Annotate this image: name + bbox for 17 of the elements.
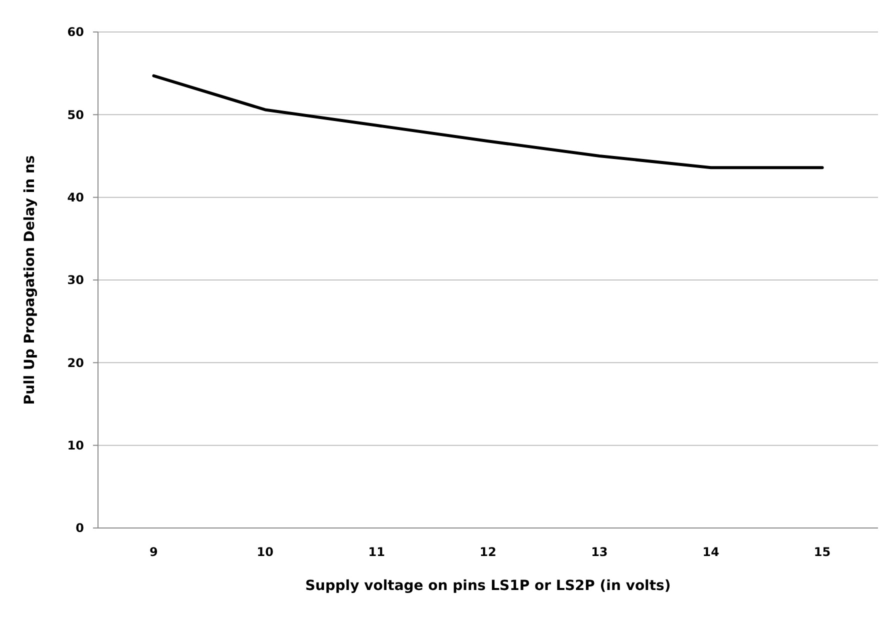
line-series	[152, 74, 824, 170]
x-tick-label: 14	[702, 545, 720, 559]
y-tick-label: 10	[67, 438, 84, 453]
y-tick-label: 20	[67, 356, 84, 370]
x-tick-label: 10	[256, 545, 274, 559]
y-tick-label: 60	[67, 25, 84, 40]
x-tick-label: 15	[814, 545, 831, 559]
y-tick-label: 0	[76, 521, 84, 536]
x-tick-label: 9	[150, 545, 158, 559]
x-tick-label: 12	[480, 545, 496, 559]
y-tick-label: 30	[67, 273, 84, 288]
x-tick-label: 11	[368, 545, 385, 559]
y-tick-label: 50	[67, 108, 84, 122]
x-axis-title: Supply voltage on pins LS1P or LS2P (in volts)	[305, 578, 671, 594]
x-tick-label: 13	[591, 545, 608, 559]
y-axis-title: Pull Up Propagation Delay in ns	[22, 155, 38, 405]
y-tick-label: 40	[67, 190, 84, 205]
